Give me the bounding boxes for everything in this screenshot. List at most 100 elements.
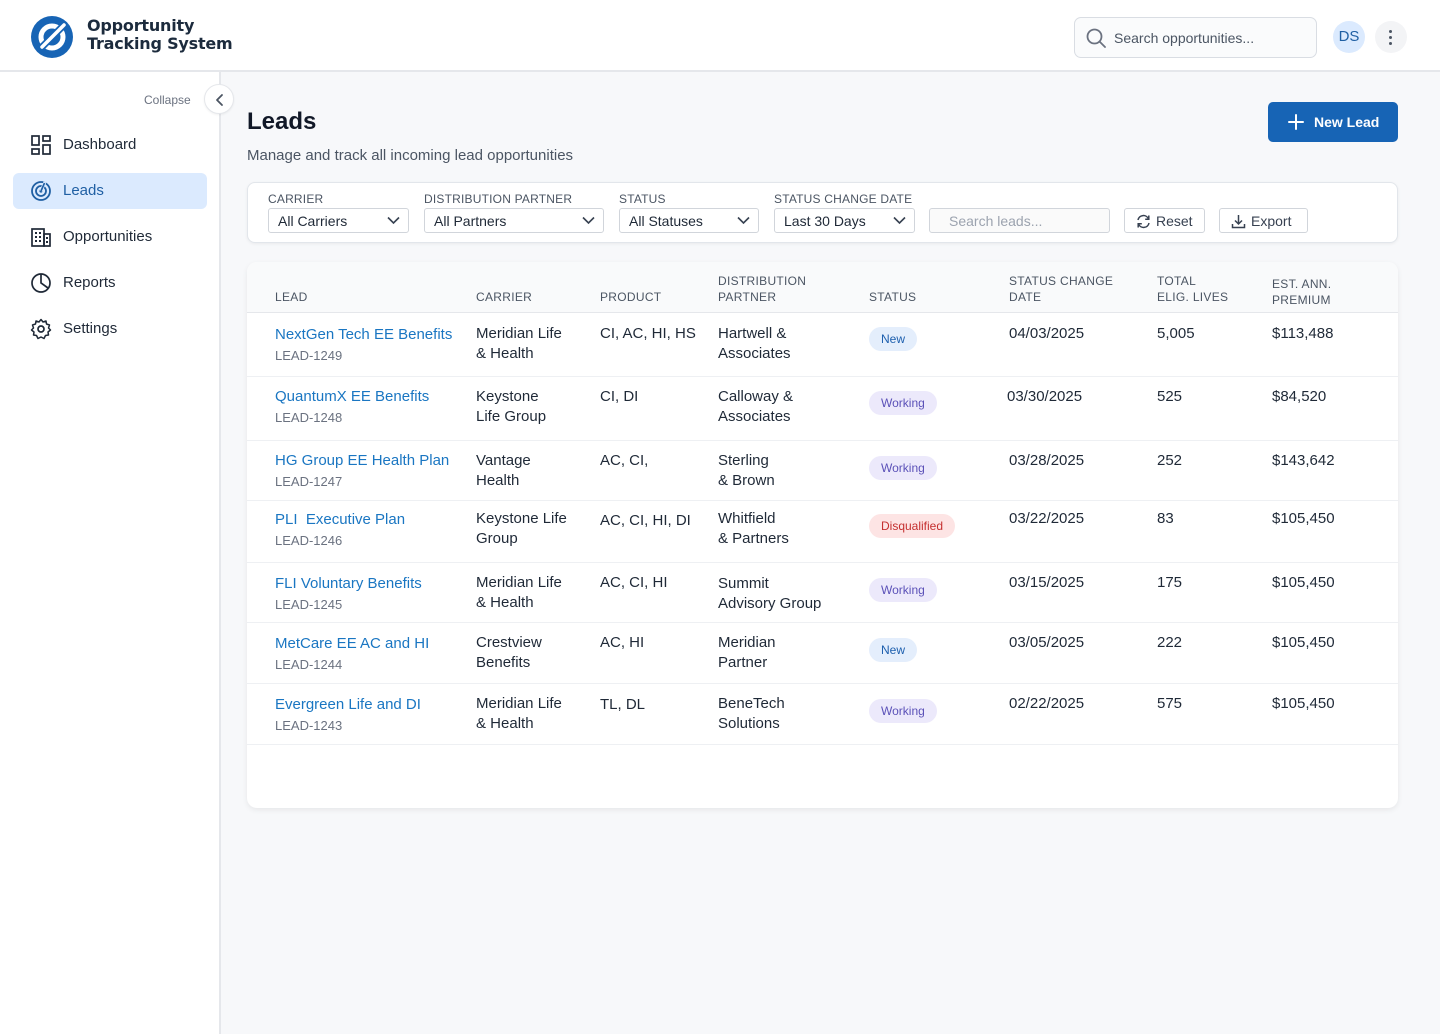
- column-header-line: ELIG. LIVES: [1157, 290, 1229, 304]
- partner-line: Solutions: [718, 715, 780, 732]
- carrier-filter-label: CARRIER: [268, 192, 324, 206]
- product-cell: CI, AC, HI, HS: [600, 325, 696, 342]
- carrier-filter-select[interactable]: All Carriers: [268, 208, 409, 233]
- sidebar-item-label: Opportunities: [63, 228, 153, 245]
- lead-name-link[interactable]: QuantumX EE Benefits: [275, 388, 430, 405]
- lives-cell: 175: [1157, 574, 1183, 591]
- carrier-line: Life Group: [476, 408, 547, 425]
- partner-line: Associates: [718, 408, 791, 425]
- sidebar-item-dashboard[interactable]: Dashboard: [13, 127, 207, 163]
- premium-cell: $105,450: [1272, 510, 1335, 527]
- column-header-line: PARTNER: [718, 290, 777, 304]
- collapse-label[interactable]: Collapse: [144, 93, 191, 107]
- leads-search-input[interactable]: [929, 208, 1110, 233]
- column-header-lives[interactable]: TOTAL ELIG. LIVES: [1157, 273, 1228, 305]
- lead-id: LEAD-1245: [275, 597, 343, 612]
- partner-line: Summit: [718, 575, 769, 592]
- export-button[interactable]: Export: [1219, 208, 1308, 233]
- lead-name-link[interactable]: Evergreen Life and DI: [275, 696, 421, 713]
- lead-name-link[interactable]: MetCare EE AC and HI: [275, 635, 430, 652]
- product-cell: AC, CI, HI: [600, 574, 668, 591]
- partner-cell: BeneTech Solutions: [718, 694, 785, 734]
- sidebar-item-leads[interactable]: Leads: [13, 173, 207, 209]
- partner-cell: Hartwell & Associates: [718, 324, 791, 364]
- table-row[interactable]: Evergreen Life and DI LEAD-1243 Meridian…: [247, 684, 1398, 745]
- status-filter-label: STATUS: [619, 192, 666, 206]
- premium-cell: $105,450: [1272, 634, 1335, 651]
- logo-icon: [31, 16, 73, 58]
- partner-cell: Meridian Partner: [718, 633, 776, 673]
- column-header-partner[interactable]: DISTRIBUTION PARTNER: [718, 273, 806, 305]
- reset-button[interactable]: Reset: [1124, 208, 1205, 233]
- column-header-carrier[interactable]: CARRIER: [476, 290, 533, 304]
- more-menu-button[interactable]: [1375, 21, 1407, 53]
- lead-id: LEAD-1246: [275, 533, 343, 548]
- partner-filter-value: All Partners: [434, 213, 507, 229]
- date-filter-value: Last 30 Days: [784, 213, 866, 229]
- lead-name-link[interactable]: PLI Executive Plan: [275, 511, 406, 528]
- sidebar-item-label: Settings: [63, 320, 118, 337]
- partner-filter-select[interactable]: All Partners: [424, 208, 604, 233]
- status-filter-value: All Statuses: [629, 213, 703, 229]
- table-row[interactable]: PLI Executive Plan LEAD-1246 Keystone Li…: [247, 501, 1398, 563]
- chevron-down-icon: [582, 216, 595, 225]
- lead-name-link[interactable]: FLI Voluntary Benefits: [275, 575, 422, 592]
- sidebar-item-opportunities[interactable]: Opportunities: [13, 219, 207, 255]
- leads-table: LEAD CARRIER PRODUCT DISTRIBUTION PARTNE…: [247, 262, 1398, 808]
- column-header-lead[interactable]: LEAD: [275, 290, 308, 304]
- partner-cell: Sterling & Brown: [718, 451, 775, 491]
- lives-cell: 252: [1157, 452, 1183, 469]
- date-filter-select[interactable]: Last 30 Days: [774, 208, 915, 233]
- carrier-line: Meridian Life: [476, 695, 562, 712]
- page-subtitle: Manage and track all incoming lead oppor…: [247, 147, 574, 164]
- date-cell: 04/03/2025: [1009, 325, 1085, 342]
- product-cell: AC, CI, HI, DI: [600, 512, 691, 529]
- carrier-line: Keystone: [476, 388, 539, 405]
- carrier-line: & Health: [476, 715, 534, 732]
- column-header-line: TOTAL: [1157, 274, 1197, 288]
- kebab-dot: [1389, 36, 1392, 39]
- lead-name-link[interactable]: NextGen Tech EE Benefits: [275, 326, 453, 343]
- premium-cell: $113,488: [1272, 325, 1334, 342]
- product-cell: AC, CI,: [600, 452, 649, 469]
- global-search[interactable]: [1074, 17, 1317, 58]
- sidebar-item-settings[interactable]: Settings: [13, 311, 207, 347]
- status-badge: Working: [869, 456, 937, 480]
- column-header-date[interactable]: STATUS CHANGE DATE: [1009, 273, 1113, 305]
- global-search-input[interactable]: [1114, 18, 1309, 57]
- table-row[interactable]: MetCare EE AC and HI LEAD-1244 Crestview…: [247, 623, 1398, 684]
- sidebar-item-label: Reports: [63, 274, 116, 291]
- chevron-left-icon: [216, 94, 223, 106]
- status-badge: New: [869, 638, 918, 662]
- table-header: LEAD CARRIER PRODUCT DISTRIBUTION PARTNE…: [247, 262, 1398, 313]
- date-cell: 03/05/2025: [1009, 634, 1085, 651]
- carrier-line: Benefits: [476, 654, 531, 671]
- carrier-cell: Meridian Life & Health: [476, 573, 562, 613]
- sidebar-item-reports[interactable]: Reports: [13, 265, 207, 301]
- table-row[interactable]: NextGen Tech EE Benefits LEAD-1249 Merid…: [247, 314, 1398, 377]
- lead-id: LEAD-1244: [275, 657, 343, 672]
- column-header-premium[interactable]: EST. ANN. PREMIUM: [1272, 276, 1331, 308]
- partner-line: Hartwell &: [718, 325, 787, 342]
- column-header-product[interactable]: PRODUCT: [600, 290, 662, 304]
- table-row[interactable]: QuantumX EE Benefits LEAD-1248 Keystone L…: [247, 377, 1398, 441]
- collapse-button[interactable]: [204, 84, 234, 114]
- avatar[interactable]: DS: [1333, 21, 1365, 53]
- pie-chart-icon: [31, 273, 51, 293]
- carrier-line: Crestview: [476, 634, 542, 651]
- status-filter-select[interactable]: All Statuses: [619, 208, 759, 233]
- new-lead-button[interactable]: New Lead: [1268, 102, 1398, 142]
- table-row[interactable]: FLI Voluntary Benefits LEAD-1245 Meridia…: [247, 563, 1398, 623]
- lead-id: LEAD-1248: [275, 410, 343, 425]
- carrier-line: & Health: [476, 594, 534, 611]
- table-row[interactable]: HG Group EE Health Plan LEAD-1247 Vantag…: [247, 441, 1398, 501]
- premium-cell: $105,450: [1272, 695, 1335, 712]
- column-header-status[interactable]: STATUS: [869, 290, 917, 304]
- lead-name-link[interactable]: HG Group EE Health Plan: [275, 452, 450, 469]
- status-badge: New: [869, 327, 918, 351]
- sidebar-item-label: Leads: [63, 182, 104, 199]
- lives-cell: 575: [1157, 695, 1183, 712]
- product-cell: CI, DI: [600, 388, 639, 405]
- dashboard-icon: [31, 135, 51, 155]
- partner-line: Partner: [718, 654, 768, 671]
